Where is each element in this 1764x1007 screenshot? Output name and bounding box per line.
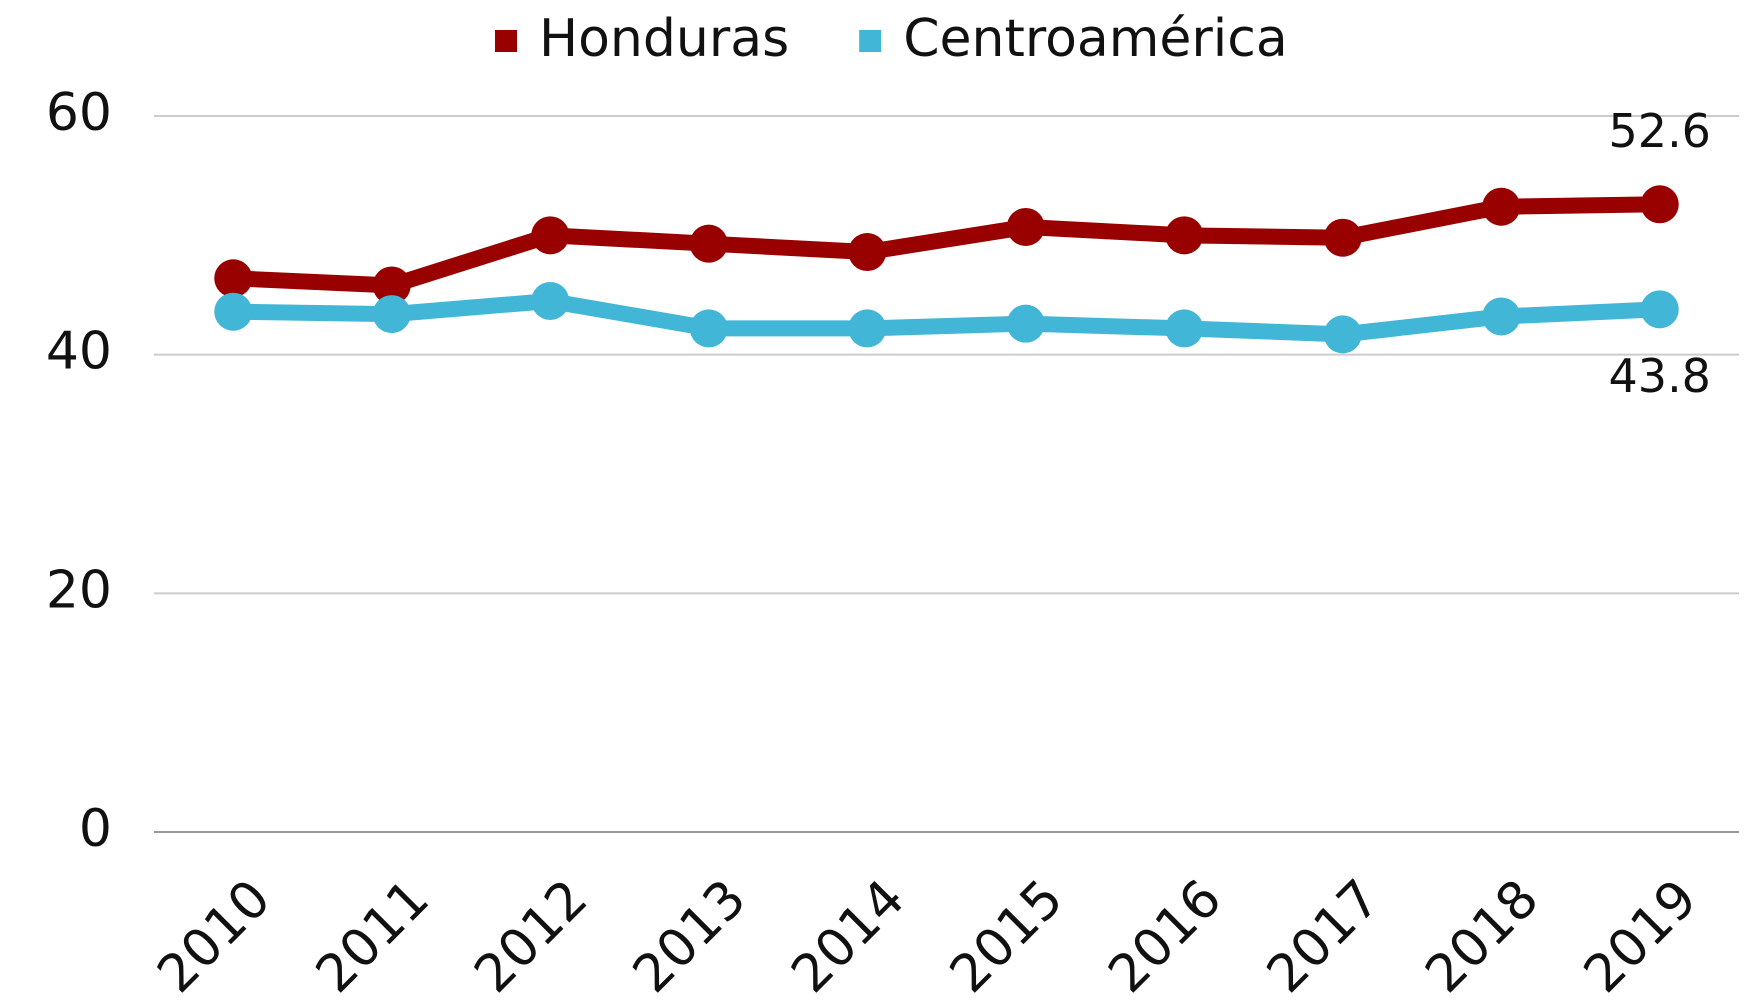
- data-label: 43.8: [1609, 349, 1711, 403]
- x-tick-label: 2014: [780, 869, 916, 1005]
- series-marker: [1640, 185, 1679, 224]
- x-tick-label: 2016: [1097, 869, 1233, 1005]
- series-marker: [1323, 218, 1362, 257]
- series-line: [232, 196, 1660, 294]
- y-tick-label: 60: [46, 83, 112, 143]
- series-marker: [1323, 315, 1362, 354]
- x-tick-label: 2015: [939, 869, 1075, 1005]
- x-tick-label: 2012: [463, 869, 599, 1005]
- series-marker: [214, 259, 253, 298]
- series-marker: [1482, 297, 1521, 336]
- series-marker: [848, 233, 887, 272]
- series-marker: [214, 292, 253, 331]
- series-marker: [848, 309, 887, 348]
- series-line: [233, 292, 1661, 343]
- series-marker: [1006, 207, 1045, 246]
- x-tick-label: 2013: [622, 869, 758, 1005]
- legend-label: Honduras: [539, 9, 789, 69]
- series-marker: [1165, 309, 1204, 348]
- x-tick-label: 2010: [146, 869, 282, 1005]
- y-tick-label: 20: [46, 560, 112, 620]
- data-label: 52.6: [1609, 104, 1711, 158]
- series-marker: [689, 309, 728, 348]
- y-tick-label: 40: [46, 322, 112, 382]
- series-marker: [1165, 216, 1204, 255]
- series-marker: [531, 216, 570, 255]
- series-marker: [1640, 290, 1679, 329]
- series-marker: [1482, 187, 1521, 226]
- legend-swatch: [495, 30, 517, 52]
- x-tick-label: 2017: [1256, 869, 1392, 1005]
- x-tick-label: 2019: [1573, 869, 1709, 1005]
- legend-label: Centroamérica: [903, 9, 1288, 69]
- series-marker: [372, 295, 411, 334]
- series-marker: [1006, 304, 1045, 343]
- series-marker: [372, 266, 411, 305]
- series-marker: [689, 224, 728, 263]
- y-tick-label: 0: [79, 799, 112, 859]
- x-tick-label: 2018: [1414, 869, 1550, 1005]
- x-tick-label: 2011: [305, 869, 441, 1005]
- legend-swatch: [859, 30, 882, 52]
- series-marker: [531, 281, 570, 320]
